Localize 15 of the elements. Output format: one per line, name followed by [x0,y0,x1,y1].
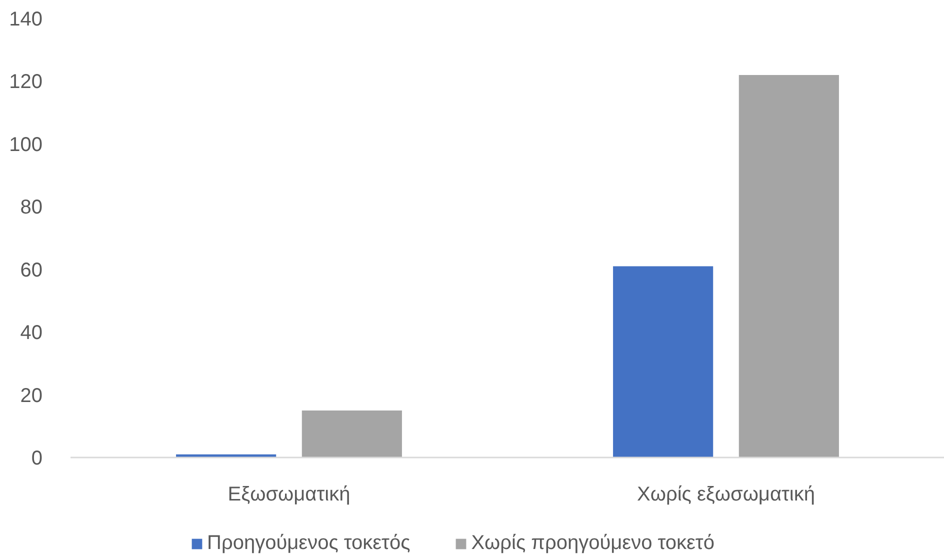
y-tick-label: 0 [31,448,42,470]
y-tick-label: 120 [9,71,43,94]
legend-label: Χωρίς προηγούμενο τοκετό [471,532,714,555]
x-tick-label: Χωρίς εξωσωματική [637,484,815,506]
y-tick-label: 60 [20,259,43,282]
y-tick-label: 140 [9,8,43,30]
bar [613,266,714,458]
y-tick-label: 100 [9,134,43,156]
y-tick-label: 20 [20,384,43,407]
legend-label: Προηγούμενος τοκετός [207,532,410,555]
x-tick-label: Εξωσωματική [228,484,350,506]
bar [738,74,839,458]
bar [302,410,402,458]
y-tick-label: 80 [20,196,43,219]
y-tick-label: 40 [20,322,43,344]
